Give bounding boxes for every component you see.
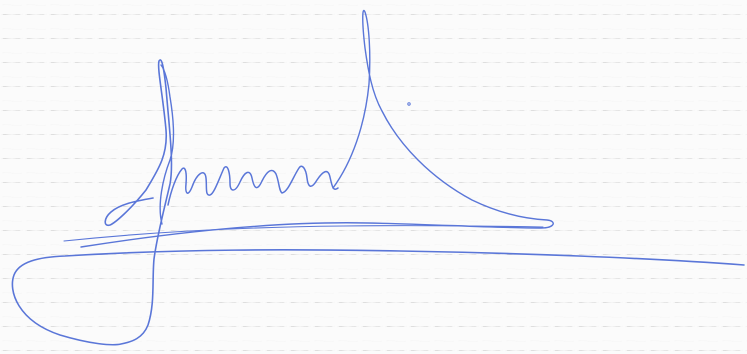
signature-peak-stroke xyxy=(80,9,554,248)
signature-letter-strokes xyxy=(167,165,339,206)
ink-dot xyxy=(407,102,411,106)
signature-capital-stroke xyxy=(159,64,175,225)
signature-crossing-stroke xyxy=(63,225,544,242)
signature-underline-stroke xyxy=(11,59,745,346)
signature-strokes xyxy=(11,9,745,346)
